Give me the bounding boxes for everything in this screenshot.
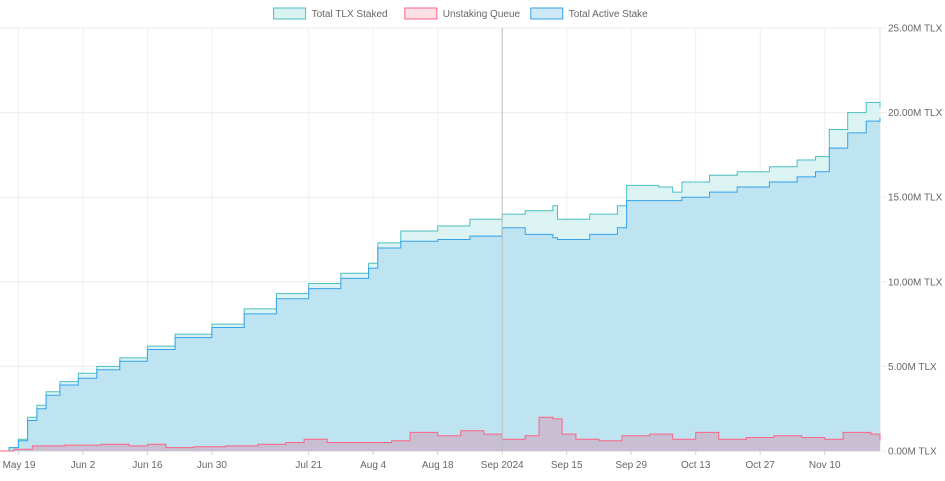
x-tick-label: Sep 2024 — [481, 460, 524, 471]
y-tick-label: 15.00M TLX — [888, 193, 943, 204]
x-tick-label: Oct 27 — [745, 460, 775, 471]
legend-label: Total Active Stake — [569, 9, 648, 20]
y-tick-label: 0.00M TLX — [888, 447, 937, 458]
x-tick-label: Jun 16 — [132, 460, 162, 471]
series-area-unstaking-queue — [0, 417, 880, 451]
x-tick-label: Aug 18 — [422, 460, 454, 471]
x-tick-label: Nov 10 — [809, 460, 841, 471]
series-area-total-active-stake — [0, 117, 880, 451]
x-axis: May 19 Jun 2 Jun 16 Jun 30 Jul 21 Aug 4 Aug 18… — [3, 451, 841, 471]
y-tick-label: 20.00M TLX — [888, 108, 943, 119]
series-line-unstaking-queue[interactable] — [0, 416, 881, 452]
series-line-total-active-stake[interactable] — [0, 117, 881, 452]
y-tick-label: 10.00M TLX — [888, 277, 943, 288]
legend-item-total-tlx-staked[interactable]: Total TLX Staked — [273, 7, 388, 20]
legend-label: Unstaking Queue — [443, 9, 521, 20]
y-tick-label: 25.00M TLX — [888, 24, 943, 35]
y-tick-label: 5.00M TLX — [888, 362, 937, 373]
legend-swatch — [404, 7, 438, 20]
x-tick-label: Oct 13 — [681, 460, 711, 471]
x-tick-label: Aug 4 — [360, 460, 387, 471]
x-tick-label: Jun 2 — [71, 460, 96, 471]
y-axis: 0.00M TLX 5.00M TLX 10.00M TLX 15.00M TLX 20… — [888, 24, 943, 458]
legend-label: Total TLX Staked — [312, 9, 388, 20]
x-tick-label: Jun 30 — [197, 460, 227, 471]
x-tick-label: May 19 — [3, 460, 36, 471]
legend-item-total-active-stake[interactable]: Total Active Stake — [530, 7, 648, 20]
x-tick-label: Sep 15 — [551, 460, 583, 471]
x-tick-label: Jul 21 — [295, 460, 322, 471]
x-tick-label: Sep 29 — [615, 460, 647, 471]
legend-swatch — [530, 7, 564, 20]
legend-swatch — [273, 7, 307, 20]
legend-item-unstaking-queue[interactable]: Unstaking Queue — [404, 7, 521, 20]
chart-areas — [0, 101, 881, 452]
legend: Total TLX Staked Unstaking Queue Total Act… — [273, 7, 648, 20]
